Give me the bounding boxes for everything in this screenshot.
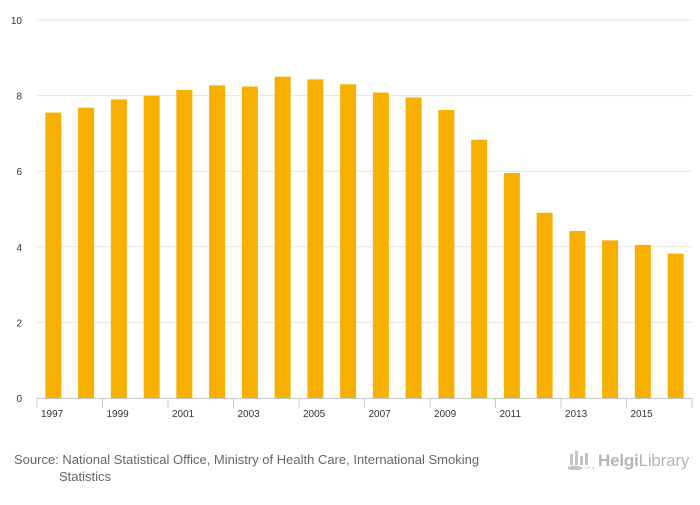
bar [438,109,455,399]
y-axis-labels: 0 2 4 6 8 10 [11,16,23,405]
x-tick-label: 1997 [41,409,64,420]
helgi-library-logo-icon [568,448,594,475]
bar [78,107,95,399]
bar [274,76,291,398]
bar [667,253,684,398]
x-tick-label: 2001 [172,409,195,420]
x-axis: 1997 1999 2001 2003 2005 2007 2009 2011 2013 2015 [36,398,693,420]
bar [143,95,160,398]
x-tick-label: 2003 [238,409,261,420]
bar [503,173,520,398]
y-tick-label: 6 [16,167,22,178]
y-tick-label: 8 [16,92,22,103]
bar [110,99,127,398]
logo-text-helgi: Helgi [598,451,639,470]
x-tick-label: 1999 [107,409,130,420]
y-tick-label: 10 [11,16,23,27]
source-text-continuation: Statistics [59,469,112,484]
logo-text-library: Library [638,451,690,470]
bar [340,84,357,398]
grid-lines [37,19,692,323]
x-tick-label: 2013 [565,409,588,420]
y-tick-label: 2 [16,318,22,329]
x-tick-label: 2011 [500,409,522,420]
source-note: Source: National Statistical Office, Min… [14,451,554,485]
bar [372,92,389,399]
x-tick-label: 2015 [631,409,654,420]
helgi-library-logo: HelgiLibrary [568,448,694,474]
bar [569,230,586,398]
bar [209,85,226,399]
source-text: Source: National Statistical Office, Min… [14,452,480,467]
bar [536,212,553,398]
bar [634,244,651,398]
bar [241,86,258,398]
bar [176,89,193,399]
x-tick-label: 2007 [369,409,392,420]
bar [45,112,62,399]
y-tick-label: 4 [16,243,22,254]
logo-text: HelgiLibrary [598,451,689,471]
bars [45,76,684,399]
bar [307,79,324,398]
x-tick-label: 2009 [434,409,457,420]
bar [602,240,619,398]
x-tick-label: 2005 [303,409,326,420]
bar [405,97,422,399]
bar [471,139,488,399]
y-tick-label: 0 [16,394,22,405]
